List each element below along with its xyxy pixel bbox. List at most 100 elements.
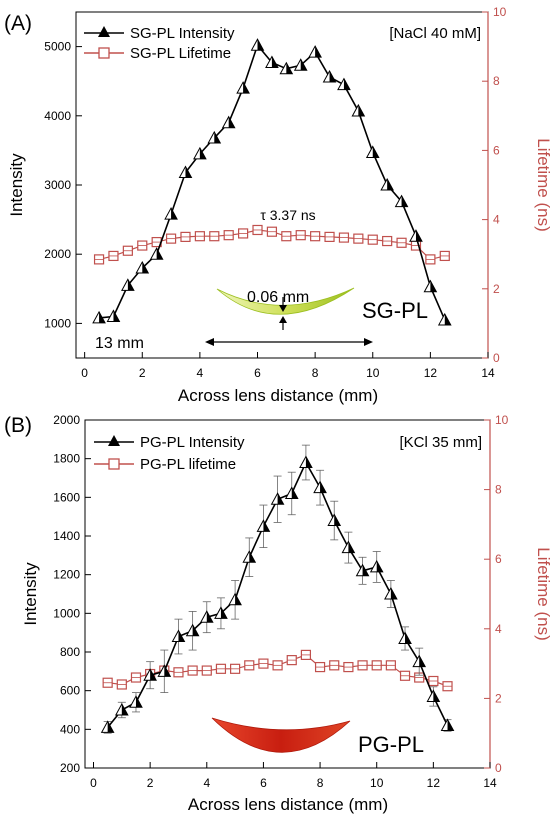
panel-a: (A) 0 2 4 6 8 10 12 14 1000 2000 3000 4000 5000 0 2 4… [4,5,550,405]
data-point [244,660,255,671]
y-tick-label: 1000 [44,316,71,330]
data-point [252,224,263,236]
data-point [201,665,212,676]
y-tick-label: 1800 [53,452,80,466]
panel-a-thickness-label: 0.06 mm [247,289,309,306]
panel-a-lifetime-series [92,38,452,326]
data-point [116,679,127,690]
triangle-marker-fill [206,611,213,623]
triangle-marker-fill [376,560,383,572]
data-point [365,145,380,158]
triangle-marker-fill [249,551,256,563]
data-point [367,234,378,245]
x-tick-label: 0 [81,366,88,380]
x-tick-label: 8 [317,776,324,790]
legend-marker-triangle [94,435,134,446]
triangle-marker-fill [362,564,369,576]
triangle-marker-fill [433,690,440,702]
y-tick-label: 800 [60,645,80,659]
data-point [199,610,214,623]
triangle-marker-fill [329,71,336,83]
data-point [265,55,279,69]
data-point [149,247,164,260]
x-tick-label: 2 [139,366,146,380]
data-point [286,655,297,666]
data-point [284,486,299,499]
x-tick-label: 8 [312,366,319,380]
y2-tick-label: 0 [495,761,502,775]
x-tick-label: 2 [147,776,154,790]
data-point [396,237,407,248]
triangle-marker-fill [235,593,242,605]
x-tick-label: 14 [481,366,495,380]
y2-tick-label: 8 [495,483,502,497]
panel-b-legend-lifetime: PG-PL lifetime [140,456,236,473]
x-tick-label: 12 [424,366,438,380]
panel-b: (B) 0 2 4 6 8 10 12 14 200 400 600 800 1000 1200 1400… [4,413,550,814]
data-point [108,250,119,262]
triangle-marker-fill [164,665,171,677]
y-tick-label: 2000 [53,413,80,427]
data-point [425,254,436,265]
data-point [102,677,113,688]
x-tick-label: 6 [254,366,261,380]
data-point [351,103,366,117]
triangle-marker-fill [286,62,293,74]
data-point [256,519,271,532]
triangle-marker-fill [127,279,134,291]
data-point [322,70,337,83]
triangle-marker-fill [156,248,163,260]
panel-a-legend-intensity: SG-PL Intensity [130,25,235,42]
data-point [314,661,326,673]
data-point [238,228,249,239]
data-point [338,232,350,243]
triangle-marker-fill [444,313,451,325]
triangle-marker-fill [171,208,178,220]
data-point [423,279,438,293]
triangle-marker-fill [430,280,437,292]
data-point [442,681,453,692]
pg-pl-lens-illustration [211,717,351,753]
data-point [327,513,342,527]
panel-b-y-axis-title: Intensity [21,562,40,626]
data-point [171,629,186,643]
legend-marker-triangle [84,26,124,37]
data-point [214,606,228,619]
data-point [357,660,368,671]
triangle-marker-fill [199,147,206,159]
panel-a-legend-lifetime: SG-PL Lifetime [130,45,231,62]
x-tick-label: 0 [90,776,97,790]
data-point [329,660,340,671]
triangle-marker-fill [214,131,221,143]
sg-pl-lens-illustration [216,287,355,315]
data-point [270,492,285,505]
y-tick-label: 5000 [44,40,71,54]
triangle-marker-fill [415,230,422,242]
data-point [92,310,106,324]
data-point [114,702,129,716]
data-point [281,231,292,242]
data-point [310,231,321,242]
triangle-marker-fill [315,46,322,58]
triangle-marker-fill [277,493,284,505]
panel-a-y2-axis-title: Lifetime (ns) [534,138,550,232]
triangle-marker-fill [142,262,149,274]
panel-b-legend-intensity: PG-PL Intensity [140,434,245,451]
y-tick-label: 200 [60,761,80,775]
panel-b-legend: PG-PL Intensity PG-PL lifetime [94,434,245,473]
data-point [223,230,234,241]
triangle-marker-fill [263,520,270,532]
data-point [130,672,142,683]
data-point [164,207,178,220]
triangle-marker-fill [390,588,397,599]
panel-a-x-axis-title: Across lens distance (mm) [178,386,378,405]
data-point [122,245,133,256]
y-tick-label: 1000 [53,606,80,620]
triangle-marker-fill [220,607,227,619]
triangle-marker-fill [334,514,341,526]
data-point [135,260,150,274]
x-tick-label: 10 [366,366,380,380]
data-point [250,38,265,51]
triangle-marker-fill [405,632,412,644]
data-point [272,660,283,671]
